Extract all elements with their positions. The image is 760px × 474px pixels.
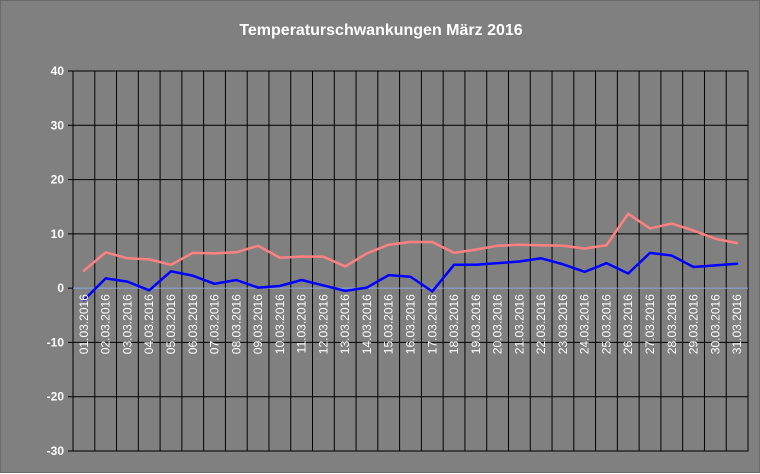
x-tick-label: 03.03.2016 xyxy=(120,294,134,354)
x-tick-label: 01.03.2016 xyxy=(77,294,91,354)
x-tick-label: 26.03.2016 xyxy=(621,294,635,354)
x-tick-label: 28.03.2016 xyxy=(665,294,679,354)
y-tick-label: -20 xyxy=(47,390,65,404)
x-tick-label: 31.03.2016 xyxy=(730,294,744,354)
x-tick-label: 11.03.2016 xyxy=(295,294,309,353)
x-tick-label: 10.03.2016 xyxy=(273,294,287,354)
series-line-2 xyxy=(82,251,739,302)
x-tick-label: 12.03.2016 xyxy=(316,294,330,354)
x-tick-label: 24.03.2016 xyxy=(578,294,592,354)
x-tick-label: 21.03.2016 xyxy=(512,294,526,354)
x-tick-label: 05.03.2016 xyxy=(164,294,178,354)
x-tick-label: 13.03.2016 xyxy=(338,294,352,354)
plot-area xyxy=(72,70,749,452)
x-tick-label: 08.03.2016 xyxy=(229,294,243,354)
x-tick-label: 29.03.2016 xyxy=(687,294,701,354)
x-axis-tick-labels: 01.03.2016 02.03.2016 03.03.2016 04.03.2016… xyxy=(77,294,744,354)
x-tick-label: 30.03.2016 xyxy=(708,294,722,354)
y-tick-label: -30 xyxy=(47,444,65,458)
y-tick-label: 0 xyxy=(57,281,64,295)
x-tick-label: 25.03.2016 xyxy=(599,294,613,354)
x-tick-label: 04.03.2016 xyxy=(142,294,156,354)
x-tick-label: 16.03.2016 xyxy=(404,294,418,354)
x-tick-label: 06.03.2016 xyxy=(186,294,200,354)
x-tick-label: 14.03.2016 xyxy=(360,294,374,354)
y-tick-label: 10 xyxy=(51,227,65,241)
x-tick-label: 02.03.2016 xyxy=(99,294,113,354)
chart-title: Temperaturschwankungen März 2016 xyxy=(239,22,522,39)
x-tick-label: 15.03.2016 xyxy=(382,294,396,354)
y-tick-label: 30 xyxy=(51,118,65,132)
x-tick-label: 18.03.2016 xyxy=(447,294,461,354)
x-tick-label: 09.03.2016 xyxy=(251,294,265,354)
y-axis-tick-labels: 40 30 20 10 0 -10 -20 -30 xyxy=(47,64,65,458)
series-line-1 xyxy=(82,212,739,273)
x-tick-label: 19.03.2016 xyxy=(469,294,483,354)
x-tick-label: 23.03.2016 xyxy=(556,294,570,354)
x-tick-label: 20.03.2016 xyxy=(491,294,505,354)
x-tick-label: 27.03.2016 xyxy=(643,294,657,354)
x-tick-label: 17.03.2016 xyxy=(425,294,439,354)
y-tick-label: 20 xyxy=(51,173,65,187)
data-series xyxy=(82,212,739,302)
y-tick-label: -10 xyxy=(47,335,65,349)
y-tick-label: 40 xyxy=(51,64,65,78)
x-tick-label: 22.03.2016 xyxy=(534,294,548,354)
x-tick-label: 07.03.2016 xyxy=(208,294,222,354)
